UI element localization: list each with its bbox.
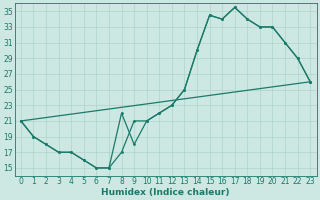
X-axis label: Humidex (Indice chaleur): Humidex (Indice chaleur) xyxy=(101,188,230,197)
